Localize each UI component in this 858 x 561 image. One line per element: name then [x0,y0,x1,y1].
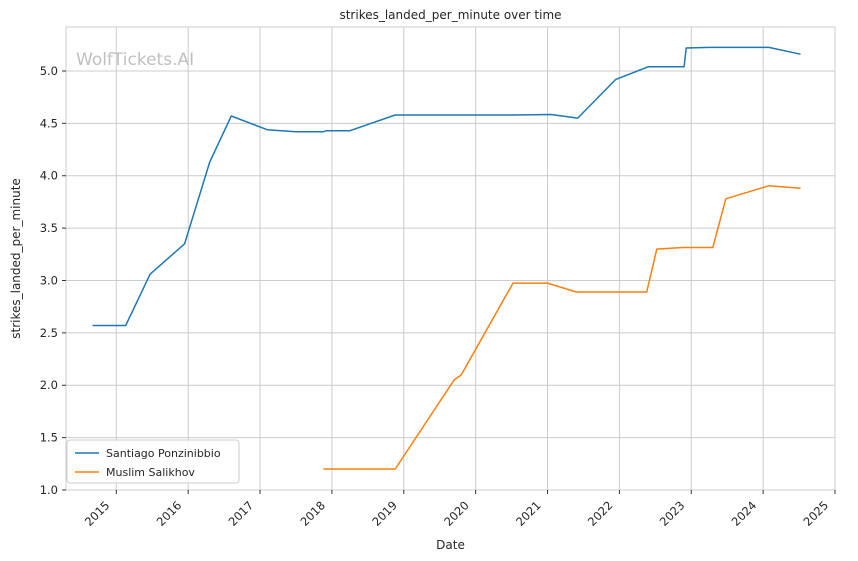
legend: Santiago Ponzinibbio Muslim Salikhov [66,439,240,484]
watermark: WolfTickets.AI [76,50,194,70]
legend-label-2: Muslim Salikhov [106,466,195,479]
x-axis-title: Date [436,538,465,552]
y-tick-label: 4.5 [40,116,58,130]
y-axis-ticks: 1.0 1.5 2.0 2.5 3.0 3.5 4.0 4.5 5.0 [40,64,66,497]
y-tick-label: 2.5 [40,326,58,340]
y-tick-label: 3.5 [40,221,58,235]
y-tick-label: 4.0 [40,169,58,183]
series-lines [92,46,801,470]
y-tick-label: 1.0 [40,483,58,497]
plot-area-frame [65,26,836,491]
y-tick-label: 2.0 [40,378,58,392]
y-tick-label: 3.0 [40,273,58,287]
legend-box [66,439,240,484]
y-axis-title: strikes_landed_per_minute [9,178,23,339]
series-line-1 [92,46,801,327]
chart-title: strikes_landed_per_minute over time [339,8,561,22]
legend-label-1: Santiago Ponzinibbio [106,447,221,460]
y-tick-label: 5.0 [40,64,58,78]
series-line-2 [323,184,801,470]
y-tick-label: 1.5 [40,431,58,445]
